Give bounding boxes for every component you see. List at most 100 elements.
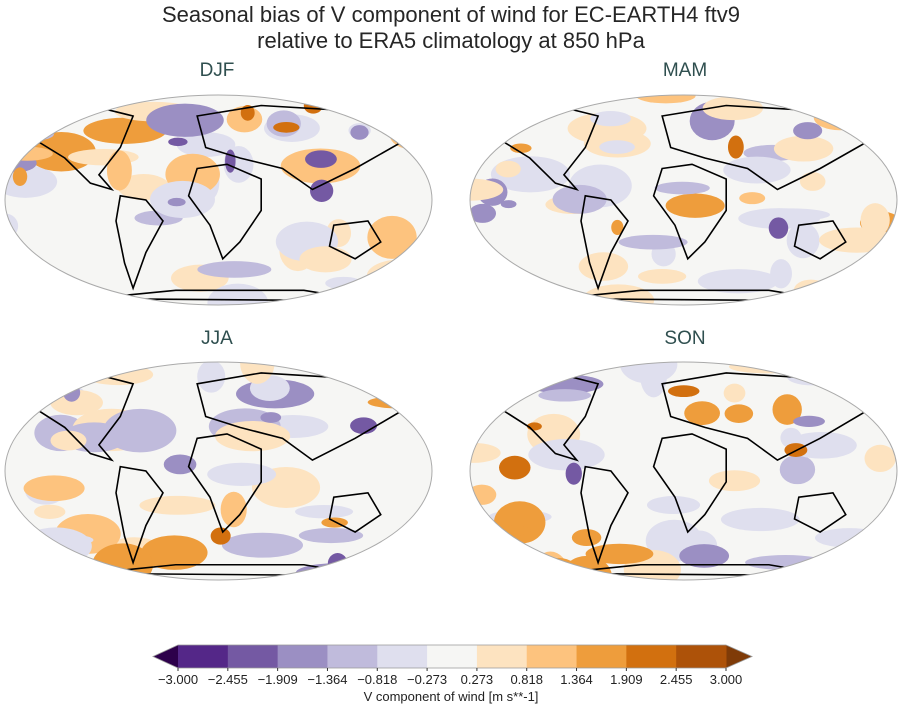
coastline [661,372,878,462]
bias-contour [473,362,531,382]
colorbar-tick-label: −3.000 [157,672,199,687]
colorbar-segment [676,645,727,668]
bias-contour [528,439,605,471]
coastline [187,163,263,261]
bias-contour [20,527,92,566]
bias-contour [350,125,369,140]
bias-contour [702,96,763,121]
map-border [4,361,433,581]
bias-contour [5,538,37,550]
bias-contour [298,527,364,544]
bias-contour [273,122,300,133]
bias-contour [478,365,552,386]
bias-contour [260,412,282,423]
bias-contour [599,140,635,154]
colorbar-tick-label: −0.818 [357,672,398,687]
bias-contour [565,462,582,485]
bias-contour [552,184,607,214]
bias-contour [470,95,481,106]
bias-contour [504,95,579,118]
colorbar-segment [526,645,578,668]
map-panel-jja [5,362,432,580]
panel-title-djf: DJF [199,60,235,81]
colorbar-segment [227,645,279,668]
bias-contour [578,252,629,281]
bias-contour [814,528,885,548]
bias-contour [840,362,897,401]
panel-title-mam: MAM [662,60,708,81]
bias-contour [538,389,592,402]
bias-contour [723,156,791,184]
map-panel-djf [5,95,432,305]
bias-contour [813,104,866,131]
figure-title-line1: Seasonal bias of V component of wind for… [162,2,740,27]
bias-contour [403,373,432,401]
colorbar [152,644,753,671]
colorbar-tick-label: −0.273 [407,672,448,687]
bias-contour [325,276,363,290]
bias-contour [9,282,65,305]
colorbar-tick-label: 3.000 [709,672,743,687]
coastline [580,465,629,566]
coastline [494,104,600,192]
bias-contour [864,444,896,473]
coastline [90,289,369,302]
coastline [187,433,263,534]
colorbar-under-triangle [153,645,178,668]
bias-contour [83,117,167,144]
bias-contour [787,368,837,386]
bias-contour [12,167,28,186]
bias-contour [620,362,678,384]
bias-contour [221,532,304,558]
coastline [793,220,847,260]
bias-contour [9,266,68,293]
bias-contour [793,415,825,427]
bias-contour [727,135,744,159]
bias-contour [751,208,830,222]
figure-title-line2: relative to ERA5 climatology at 850 hPa [257,28,645,53]
bias-contour [14,127,54,141]
bias-contour [724,404,754,423]
bias-contour [470,95,484,109]
bias-contour [220,491,247,528]
coastline [196,104,413,191]
bias-contour [299,246,352,273]
bias-contour [637,269,687,284]
bias-contour [470,548,501,580]
bias-contour [780,427,802,449]
bias-contour [510,143,532,153]
bias-contour [536,557,581,580]
bias-contour [207,462,277,486]
map-panel-son [470,362,897,580]
bias-contour [207,283,269,305]
bias-contour [366,259,432,292]
bias-contour [367,395,432,409]
colorbar-tick-label: −1.909 [257,672,298,687]
bias-contour [493,501,546,544]
colorbar-label: V component of wind [m s**-1] [363,689,539,704]
bias-contour [779,454,816,485]
colorbar-segment [178,645,229,668]
bias-contour [618,234,688,250]
bias-contour [500,200,517,209]
bias-contour [502,525,531,536]
bias-contour [167,197,186,207]
bias-contour [768,217,789,239]
bias-contour [23,475,85,502]
bias-contour [773,135,834,162]
bias-contour [668,385,700,398]
map-border [4,94,433,306]
coastline [196,372,413,462]
bias-contour [646,496,701,515]
coastline [555,563,834,577]
bias-contour [697,269,779,294]
coastline [652,163,728,261]
bias-contour [819,227,895,253]
bias-contour [176,132,236,157]
colorbar-tick-label: 1.364 [560,672,593,687]
coastline [652,433,728,534]
bias-contour [470,484,497,505]
bias-contour [532,551,568,580]
bias-contour [654,181,710,195]
